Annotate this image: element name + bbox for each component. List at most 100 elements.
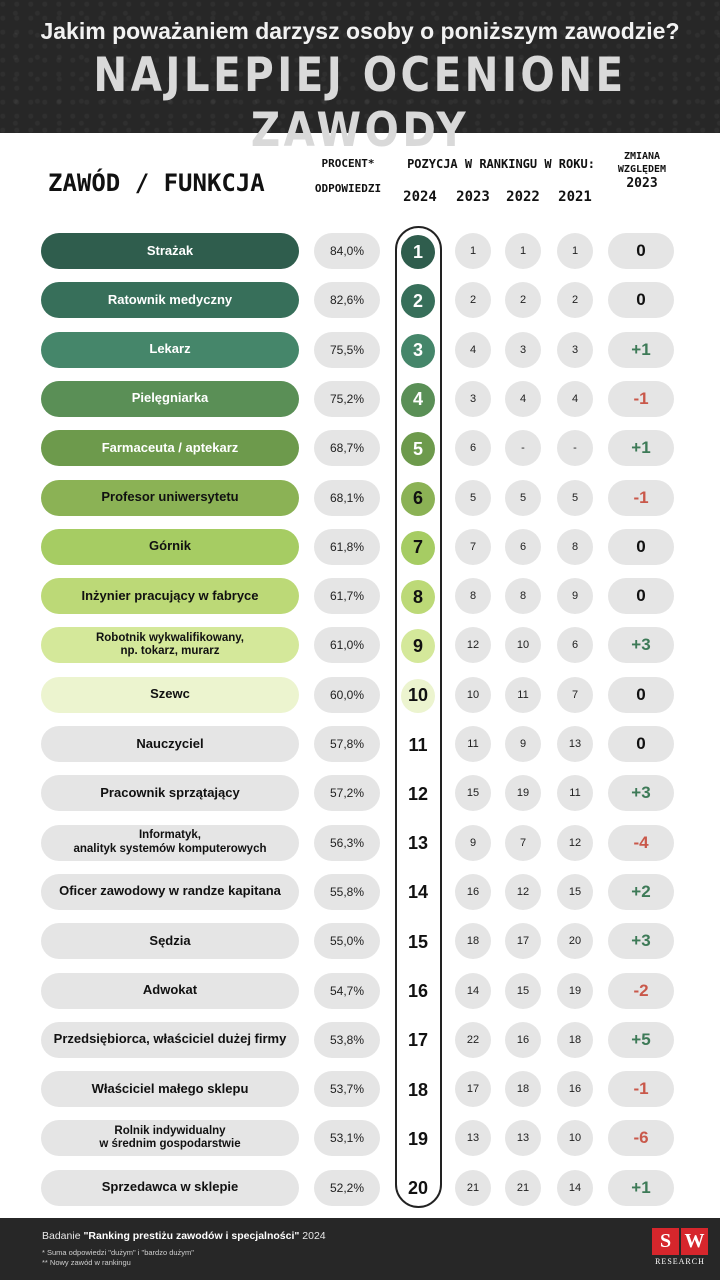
rank-2024-frame xyxy=(395,226,442,1208)
rank-2024: 19 xyxy=(407,1128,429,1149)
rank-2024: 13 xyxy=(407,833,429,854)
rank-2022: 10 xyxy=(505,627,541,664)
column-header-zmiana: ZMIANA WZGLĘDEM 2023 xyxy=(610,150,674,193)
percent-value: 68,7% xyxy=(314,430,380,467)
percent-value: 75,5% xyxy=(314,331,380,368)
footnote-sum: * Suma odpowiedzi "dużym" i "bardzo duży… xyxy=(42,1248,194,1257)
zmiana-label: ZMIANA xyxy=(623,151,661,162)
profession-label: Informatyk, analityk systemów komputerow… xyxy=(41,824,299,861)
rank-change: +1 xyxy=(608,331,674,368)
rank-2024: 12 xyxy=(407,783,429,804)
rank-2024: 14 xyxy=(407,882,429,903)
rank-2024: 17 xyxy=(407,1030,429,1051)
rank-2022: 11 xyxy=(505,676,541,713)
profession-label: Przedsiębiorca, właściciel dużej firmy xyxy=(41,1021,299,1058)
footnote-new: ** Nowy zawód w rankingu xyxy=(42,1258,131,1267)
rank-2022: 21 xyxy=(505,1169,541,1206)
table-row: Nauczyciel 57,8% 11 11 9 13 0 xyxy=(0,726,720,762)
column-header-2024: 2024 xyxy=(403,189,437,205)
study-prefix: Badanie xyxy=(42,1230,84,1242)
rank-2021: 14 xyxy=(557,1169,593,1206)
table-row: Właściciel małego sklepu 53,7% 18 17 18 16 -1 xyxy=(0,1071,720,1108)
rank-2023: 10 xyxy=(455,676,491,713)
rank-2021: 15 xyxy=(557,873,593,910)
profession-label: Górnik xyxy=(41,528,299,565)
rank-change: +2 xyxy=(608,873,674,910)
percent-value: 84,0% xyxy=(314,233,380,269)
rank-2022: 6 xyxy=(505,528,541,565)
rank-change: 0 xyxy=(608,528,674,565)
rank-2023: 11 xyxy=(455,726,491,762)
rank-2023: 21 xyxy=(455,1169,491,1206)
percent-value: 54,7% xyxy=(314,972,380,1009)
rank-2021: 2 xyxy=(557,282,593,319)
percent-value: 75,2% xyxy=(314,380,380,417)
table-row: Pielęgniarka 75,2% 4 3 4 4 -1 xyxy=(0,380,720,417)
rank-2021: 7 xyxy=(557,676,593,713)
percent-value: 82,6% xyxy=(314,282,380,319)
column-header-2021: 2021 xyxy=(558,189,592,205)
rank-2023: 5 xyxy=(455,479,491,516)
rank-2021: 19 xyxy=(557,972,593,1009)
profession-label: Ratownik medyczny xyxy=(41,282,299,319)
rank-change: +1 xyxy=(608,430,674,467)
rank-2021: 4 xyxy=(557,380,593,417)
rank-2022: 8 xyxy=(505,578,541,615)
table-row: Pracownik sprzątający 57,2% 12 15 19 11 +3 xyxy=(0,775,720,812)
rank-change: -6 xyxy=(608,1120,674,1157)
percent-value: 55,0% xyxy=(314,923,380,960)
rank-2023: 8 xyxy=(455,578,491,615)
rank-2024: 16 xyxy=(407,981,429,1001)
percent-value: 56,3% xyxy=(314,824,380,861)
rank-2023: 22 xyxy=(455,1021,491,1058)
rank-change: +3 xyxy=(608,627,674,664)
rank-2023: 4 xyxy=(455,331,491,368)
profession-label: Nauczyciel xyxy=(41,726,299,762)
rank-2023: 16 xyxy=(455,873,491,910)
rank-change: 0 xyxy=(608,726,674,762)
table-row: Robotnik wykwalifikowany, np. tokarz, mu… xyxy=(0,627,720,664)
rank-2023: 3 xyxy=(455,380,491,417)
rank-2022: 18 xyxy=(505,1071,541,1108)
rank-2022: 1 xyxy=(505,233,541,269)
percent-value: 53,1% xyxy=(314,1120,380,1157)
rank-2023: 12 xyxy=(455,627,491,664)
column-header-zawod: ZAWÓD / FUNKCJA xyxy=(48,169,265,197)
table-row: Ratownik medyczny 82,6% 2 2 2 2 0 xyxy=(0,282,720,319)
profession-label: Inżynier pracujący w fabryce xyxy=(41,578,299,615)
profession-label: Adwokat xyxy=(41,972,299,1009)
table-row: Sprzedawca w sklepie 52,2% 20 21 21 14 +1 xyxy=(0,1169,720,1206)
logo-s: S xyxy=(652,1228,679,1255)
table-row: Przedsiębiorca, właściciel dużej firmy 53… xyxy=(0,1021,720,1058)
profession-label: Lekarz xyxy=(41,331,299,368)
rank-2024: 10 xyxy=(401,678,435,713)
survey-question: Jakim poważaniem darzysz osoby o poniższ… xyxy=(40,18,680,44)
rank-2021: 1 xyxy=(557,233,593,269)
column-header-pozycja: POZYCJA W RANKINGU W ROKU: xyxy=(407,157,595,171)
rank-2022: 4 xyxy=(505,380,541,417)
rank-2022: 7 xyxy=(505,824,541,861)
rank-change: -1 xyxy=(608,479,674,516)
rank-2021: 3 xyxy=(557,331,593,368)
rank-2023: 2 xyxy=(455,282,491,319)
rank-2021: 20 xyxy=(557,923,593,960)
percent-value: 57,8% xyxy=(314,726,380,762)
profession-label: Właściciel małego sklepu xyxy=(41,1071,299,1108)
profession-label: Robotnik wykwalifikowany, np. tokarz, mu… xyxy=(41,627,299,664)
profession-label: Strażak xyxy=(41,233,299,269)
rank-2023: 1 xyxy=(455,233,491,269)
rank-2024: 5 xyxy=(401,432,435,467)
percent-value: 57,2% xyxy=(314,775,380,812)
rank-change: +1 xyxy=(608,1169,674,1206)
percent-value: 53,7% xyxy=(314,1071,380,1108)
rank-2022: 19 xyxy=(505,775,541,812)
percent-value: 53,8% xyxy=(314,1021,380,1058)
table-row: Szewc 60,0% 10 10 11 7 0 xyxy=(0,676,720,713)
table-row: Informatyk, analityk systemów komputerow… xyxy=(0,824,720,861)
rank-2022: 12 xyxy=(505,873,541,910)
rank-2022: - xyxy=(505,430,541,467)
table-row: Rolnik indywidualny w średnim gospodarst… xyxy=(0,1120,720,1157)
percent-value: 60,0% xyxy=(314,676,380,713)
rank-2022: 9 xyxy=(505,726,541,762)
rank-2021: 5 xyxy=(557,479,593,516)
